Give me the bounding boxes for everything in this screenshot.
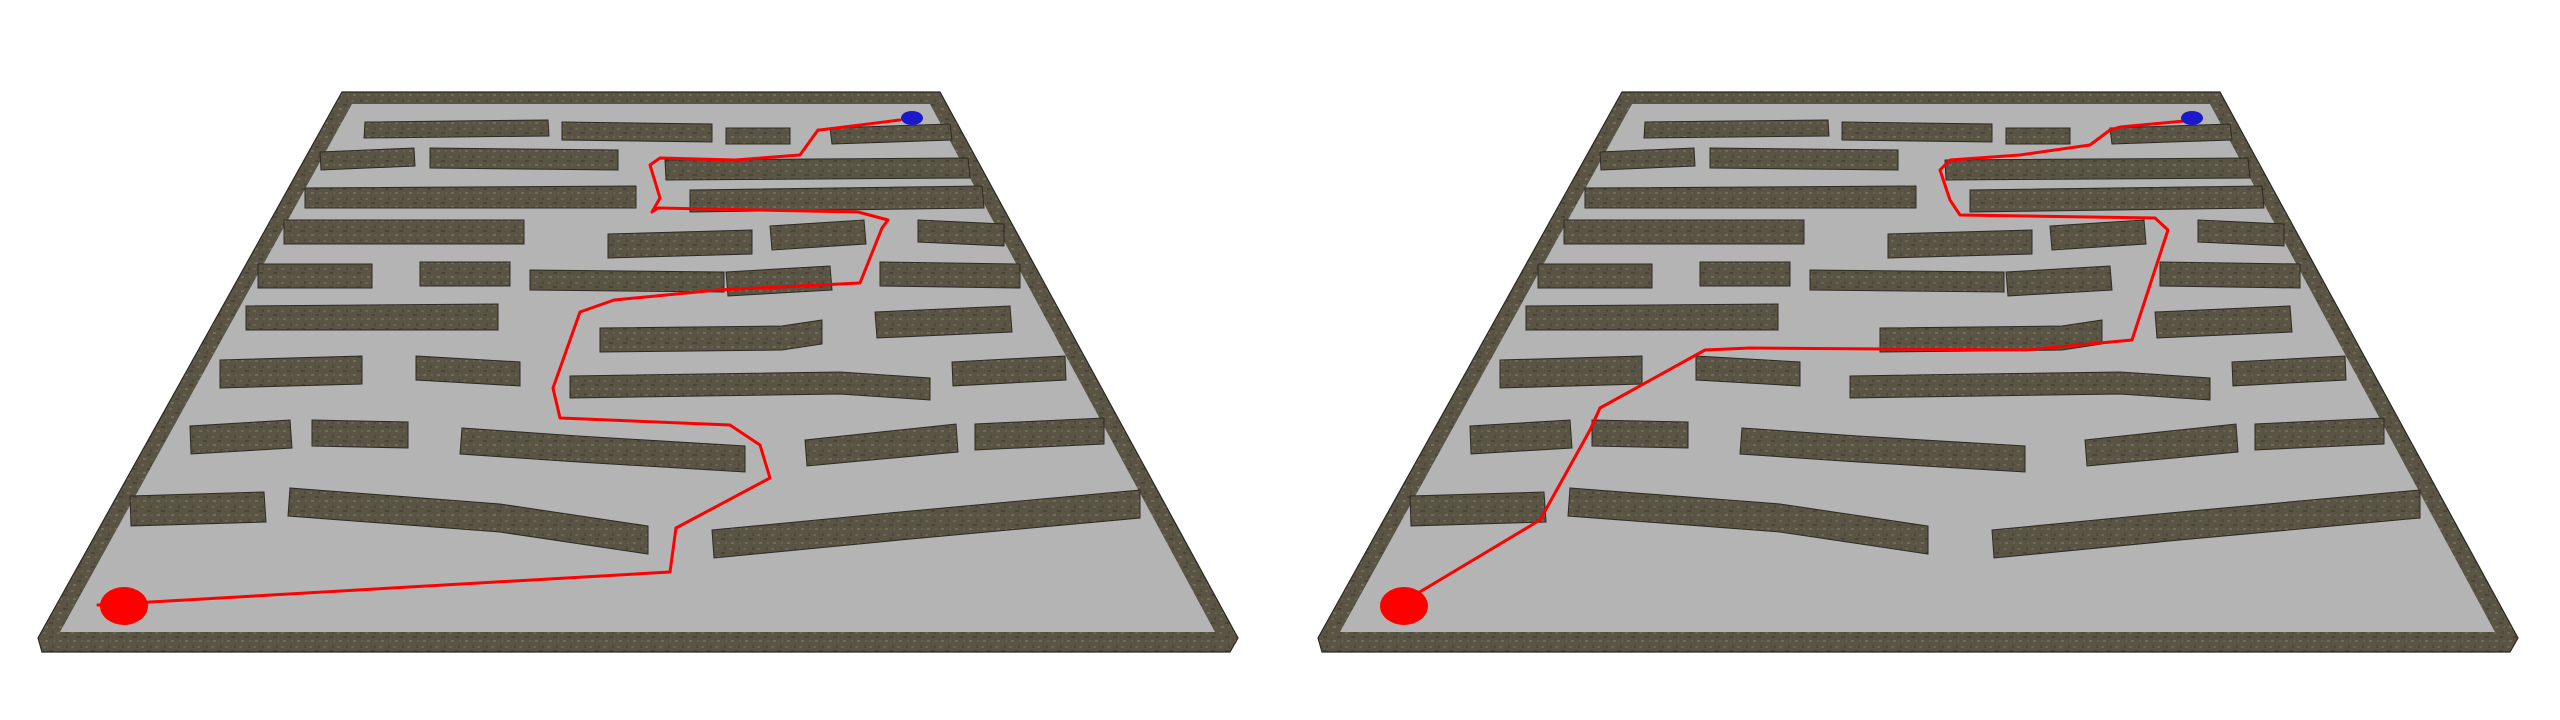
goal-marker xyxy=(2181,111,2203,125)
maze-right xyxy=(1317,91,2519,653)
maze-walls xyxy=(1409,119,2421,559)
start-marker xyxy=(1380,587,1428,625)
solution-path xyxy=(1396,118,2197,607)
maze-left xyxy=(37,91,1239,653)
maze-walls xyxy=(129,119,1141,559)
solution-path xyxy=(96,118,902,607)
start-marker xyxy=(100,587,148,625)
goal-marker xyxy=(901,111,923,125)
